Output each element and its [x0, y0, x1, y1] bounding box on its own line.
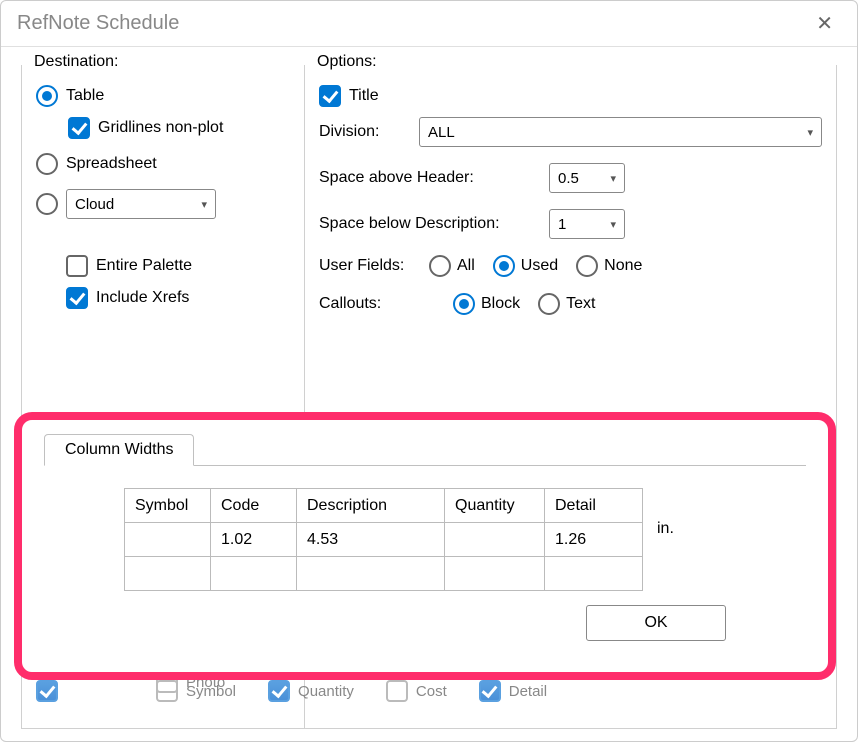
checkbox-gridlines[interactable]: Gridlines non-plot: [68, 117, 290, 139]
col-quantity: Quantity: [445, 489, 545, 523]
dialog-window: RefNote Schedule ✕ Destination: Table Gr…: [0, 0, 858, 742]
radio-label: Block: [481, 295, 520, 313]
checkbox-detail[interactable]: Detail: [479, 680, 547, 702]
radio-icon: [493, 255, 515, 277]
select-value: ALL: [428, 124, 455, 141]
select-value: 1: [558, 216, 566, 233]
radio-co-block[interactable]: Block: [453, 293, 520, 315]
radio-icon: [538, 293, 560, 315]
space-below-label: Space below Description:: [319, 215, 549, 233]
checkbox-cost[interactable]: Cost: [386, 680, 447, 702]
chevron-down-icon: ▾: [807, 126, 813, 139]
cost-label: Cost: [416, 683, 447, 700]
checkbox-label: Gridlines non-plot: [98, 119, 223, 137]
ok-button[interactable]: OK: [586, 605, 726, 641]
chevron-down-icon: ▾: [201, 198, 207, 211]
radio-icon: [453, 293, 475, 315]
empty-cell: [445, 557, 545, 591]
empty-cell: [297, 557, 445, 591]
space-above-select[interactable]: 0.5 ▾: [549, 163, 625, 193]
checkbox-icon: [386, 680, 408, 702]
symbol-label: Symbol: [186, 683, 236, 700]
tab-column-widths[interactable]: Column Widths: [44, 434, 194, 466]
radio-icon: [36, 153, 58, 175]
unit-label: in.: [657, 520, 674, 538]
titlebar: RefNote Schedule ✕: [1, 1, 857, 47]
col-symbol: Symbol: [125, 489, 211, 523]
row-user-fields: User Fields: All Used None: [319, 255, 822, 277]
radio-icon: [36, 193, 58, 215]
empty-cell: [211, 557, 297, 591]
below-row: Symbol Quantity Cost Detail: [36, 680, 822, 702]
checkbox-icon: [66, 255, 88, 277]
checkbox-label: Title: [349, 87, 379, 105]
row-space-below: Space below Description: 1 ▾: [319, 209, 822, 239]
select-value: 0.5: [558, 170, 579, 187]
checkbox-icon: [36, 680, 58, 702]
callouts-label: Callouts:: [319, 295, 429, 313]
detail-label: Detail: [509, 683, 547, 700]
row-callouts: Callouts: Block Text: [319, 293, 822, 315]
checkbox-label: Entire Palette: [96, 257, 192, 275]
chevron-down-icon: ▾: [610, 172, 616, 185]
division-select[interactable]: ALL ▾: [419, 117, 822, 147]
checkbox-generic[interactable]: [36, 680, 66, 702]
checkbox-symbol[interactable]: Symbol: [156, 680, 236, 702]
column-widths-table: Symbol Code Description Quantity Detail …: [124, 488, 643, 591]
cell-detail[interactable]: 1.26: [545, 523, 643, 557]
radio-label: All: [457, 257, 475, 275]
checkbox-include-xrefs[interactable]: Include Xrefs: [66, 287, 290, 309]
empty-cell: [545, 557, 643, 591]
checkbox-icon: [268, 680, 290, 702]
close-icon[interactable]: ✕: [808, 7, 841, 40]
radio-spreadsheet[interactable]: Spreadsheet: [36, 153, 290, 175]
user-fields-label: User Fields:: [319, 257, 429, 275]
cell-code[interactable]: 1.02: [211, 523, 297, 557]
quantity-label: Quantity: [298, 683, 354, 700]
col-detail: Detail: [545, 489, 643, 523]
row-space-above: Space above Header: 0.5 ▾: [319, 163, 822, 193]
checkbox-label: Include Xrefs: [96, 289, 189, 307]
division-label: Division:: [319, 123, 419, 141]
radio-icon: [429, 255, 451, 277]
radio-label: Table: [66, 87, 104, 105]
destination-label: Destination:: [30, 53, 123, 71]
col-code: Code: [211, 489, 297, 523]
radio-table[interactable]: Table: [36, 85, 290, 107]
cell-quantity[interactable]: [445, 523, 545, 557]
radio-cloud[interactable]: Cloud ▾: [36, 189, 290, 219]
checkbox-icon: [156, 680, 178, 702]
radio-uf-used[interactable]: Used: [493, 255, 558, 277]
row-division: Division: ALL ▾: [319, 117, 822, 147]
radio-label: Used: [521, 257, 558, 275]
radio-co-text[interactable]: Text: [538, 293, 595, 315]
radio-label: None: [604, 257, 642, 275]
checkbox-icon: [66, 287, 88, 309]
space-above-label: Space above Header:: [319, 169, 549, 187]
checkbox-icon: [479, 680, 501, 702]
tab-bar: Column Widths: [44, 434, 806, 466]
checkbox-icon: [68, 117, 90, 139]
radio-icon: [36, 85, 58, 107]
chevron-down-icon: ▾: [610, 218, 616, 231]
col-description: Description: [297, 489, 445, 523]
checkbox-icon: [319, 85, 341, 107]
space-below-select[interactable]: 1 ▾: [549, 209, 625, 239]
radio-icon: [576, 255, 598, 277]
cell-description[interactable]: 4.53: [297, 523, 445, 557]
checkbox-quantity[interactable]: Quantity: [268, 680, 354, 702]
options-label: Options:: [313, 53, 381, 71]
radio-uf-none[interactable]: None: [576, 255, 642, 277]
empty-cell: [125, 557, 211, 591]
select-value: Cloud: [75, 196, 114, 213]
checkbox-title[interactable]: Title: [319, 85, 822, 107]
radio-label: Spreadsheet: [66, 155, 157, 173]
cloud-select[interactable]: Cloud ▾: [66, 189, 216, 219]
cell-symbol[interactable]: [125, 523, 211, 557]
window-title: RefNote Schedule: [17, 12, 179, 35]
column-widths-highlight: Column Widths Symbol Code Description Qu…: [14, 412, 836, 680]
radio-uf-all[interactable]: All: [429, 255, 475, 277]
radio-label: Text: [566, 295, 595, 313]
checkbox-entire-palette[interactable]: Entire Palette: [66, 255, 290, 277]
